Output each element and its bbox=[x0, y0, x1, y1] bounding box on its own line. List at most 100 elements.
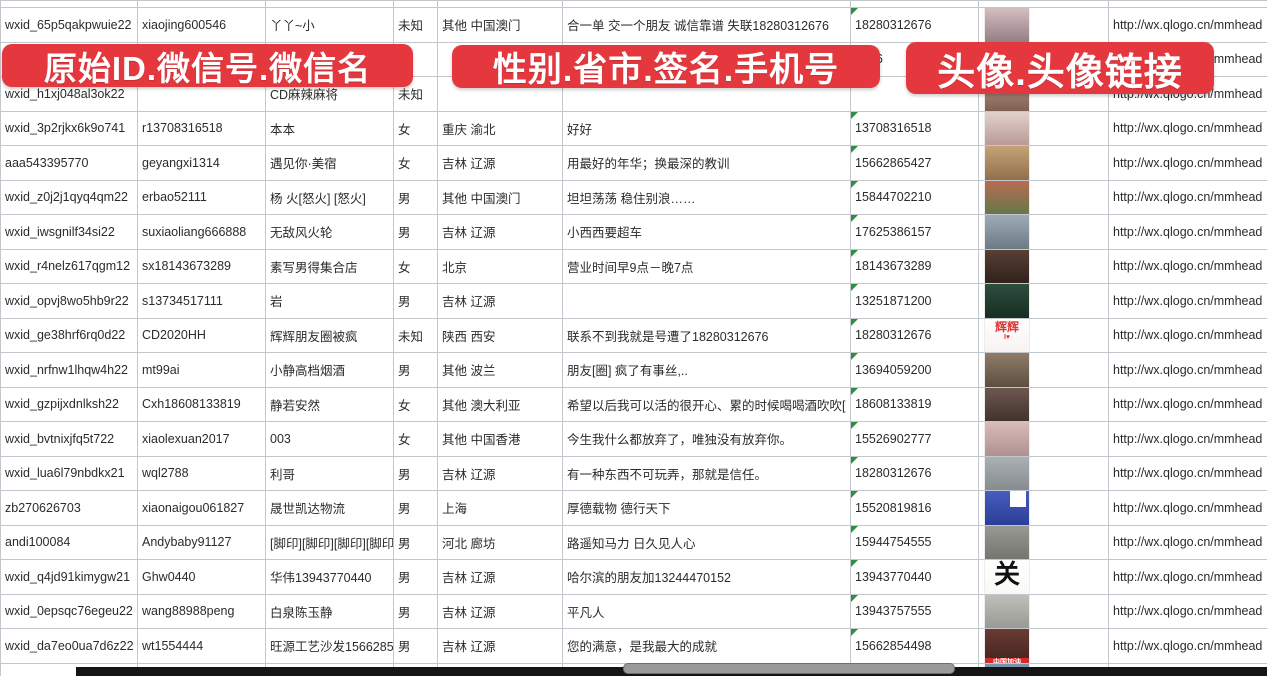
cell-phone[interactable]: 15662854498 bbox=[850, 628, 979, 664]
cell-signature[interactable] bbox=[562, 0, 851, 8]
cell-signature[interactable]: 哈尔滨的朋友加13244470152 bbox=[562, 559, 851, 595]
cell-signature[interactable]: 好好 bbox=[562, 110, 851, 146]
cell-wechat-id[interactable]: wt1554444 bbox=[137, 628, 266, 664]
cell-signature[interactable]: 有一种东西不可玩弄，那就是信任。 bbox=[562, 455, 851, 491]
cell-signature[interactable]: 合一单 交一个朋友 诚信靠谱 失联18280312676 bbox=[562, 7, 851, 43]
cell-url[interactable]: http://wx.qlogo.cn/mmhead bbox=[1108, 179, 1267, 215]
cell-avatar[interactable] bbox=[978, 214, 1109, 250]
cell-wechat-id[interactable]: wql2788 bbox=[137, 455, 266, 491]
cell-avatar[interactable] bbox=[978, 179, 1109, 215]
cell-region[interactable]: 吉林 辽源 bbox=[437, 145, 563, 181]
cell-original-id[interactable]: wxid_ge38hrf6rq0d22 bbox=[0, 317, 138, 353]
cell-gender[interactable]: 男 bbox=[393, 593, 438, 629]
cell-region[interactable]: 陕西 西安 bbox=[437, 317, 563, 353]
cell-nickname[interactable]: 素写男得集合店 bbox=[265, 248, 394, 284]
horizontal-scrollbar-thumb[interactable] bbox=[623, 663, 955, 674]
cell-gender[interactable]: 男 bbox=[393, 352, 438, 388]
cell-wechat-id[interactable]: geyangxi1314 bbox=[137, 145, 266, 181]
cell-signature[interactable]: 希望以后我可以活的很开心、累的时候喝喝酒吹吹[ bbox=[562, 386, 851, 422]
cell-signature[interactable]: 朋友[圈] 疯了有事丝,.. bbox=[562, 352, 851, 388]
cell-gender[interactable]: 男 bbox=[393, 283, 438, 319]
cell-signature[interactable]: 您的满意，是我最大的成就 bbox=[562, 628, 851, 664]
cell-url[interactable]: http://wx.qlogo.cn/mmhead bbox=[1108, 524, 1267, 560]
cell-signature[interactable]: 今生我什么都放弃了，唯独没有放弃你。 bbox=[562, 421, 851, 457]
cell-gender[interactable]: 男 bbox=[393, 559, 438, 595]
cell-avatar[interactable]: 中国加油 bbox=[978, 628, 1109, 664]
cell-phone[interactable]: 18280312676 bbox=[850, 455, 979, 491]
cell-url[interactable]: http://wx.qlogo.cn/mmhead bbox=[1108, 110, 1267, 146]
cell-nickname[interactable]: 辉辉朋友圈被疯 bbox=[265, 317, 394, 353]
cell-nickname[interactable]: [脚印][脚印][脚印][脚印 bbox=[265, 524, 394, 560]
cell-wechat-id[interactable]: mt99ai bbox=[137, 352, 266, 388]
cell-url[interactable]: http://wx.qlogo.cn/mmhead bbox=[1108, 145, 1267, 181]
cell-gender[interactable]: 女 bbox=[393, 145, 438, 181]
cell-phone[interactable]: 18608133819 bbox=[850, 386, 979, 422]
cell-gender[interactable]: 未知 bbox=[393, 317, 438, 353]
cell-region[interactable] bbox=[437, 0, 563, 8]
cell-phone[interactable]: 13708316518 bbox=[850, 110, 979, 146]
cell-phone[interactable] bbox=[850, 0, 979, 8]
cell-signature[interactable]: 平凡人 bbox=[562, 593, 851, 629]
cell-wechat-id[interactable]: Andybaby91127 bbox=[137, 524, 266, 560]
cell-gender[interactable]: 男 bbox=[393, 490, 438, 526]
cell-region[interactable]: 河北 廊坊 bbox=[437, 524, 563, 560]
cell-avatar[interactable] bbox=[978, 145, 1109, 181]
cell-region[interactable]: 吉林 辽源 bbox=[437, 283, 563, 319]
cell-nickname[interactable]: 利哥 bbox=[265, 455, 394, 491]
cell-wechat-id[interactable]: s13734517111 bbox=[137, 283, 266, 319]
cell-phone[interactable]: 18143673289 bbox=[850, 248, 979, 284]
cell-wechat-id[interactable]: xiaojing600546 bbox=[137, 7, 266, 43]
cell-region[interactable]: 其他 中国香港 bbox=[437, 421, 563, 457]
cell-nickname[interactable]: 003 bbox=[265, 421, 394, 457]
cell-wechat-id[interactable]: erbao52111 bbox=[137, 179, 266, 215]
cell-original-id[interactable]: wxid_opvj8wo5hb9r22 bbox=[0, 283, 138, 319]
cell-original-id[interactable]: wxid_nrfnw1lhqw4h22 bbox=[0, 352, 138, 388]
cell-url[interactable]: http://wx.qlogo.cn/mmhead bbox=[1108, 386, 1267, 422]
cell-region[interactable]: 吉林 辽源 bbox=[437, 559, 563, 595]
cell-phone[interactable]: 13943770440 bbox=[850, 559, 979, 595]
cell-original-id[interactable]: zb270626703 bbox=[0, 490, 138, 526]
cell-original-id[interactable]: wxid_r4nelz617qgm12 bbox=[0, 248, 138, 284]
cell-phone[interactable]: 13943757555 bbox=[850, 593, 979, 629]
cell-original-id[interactable]: wxid_da7eo0ua7d6z22 bbox=[0, 628, 138, 664]
cell-region[interactable]: 其他 波兰 bbox=[437, 352, 563, 388]
cell-region[interactable]: 吉林 辽源 bbox=[437, 593, 563, 629]
cell-url[interactable]: http://wx.qlogo.cn/mmhead bbox=[1108, 317, 1267, 353]
cell-original-id[interactable]: andi100084 bbox=[0, 524, 138, 560]
cell-signature[interactable]: 联系不到我就是号遭了18280312676 bbox=[562, 317, 851, 353]
cell-phone[interactable]: 15944754555 bbox=[850, 524, 979, 560]
cell-wechat-id[interactable]: xiaolexuan2017 bbox=[137, 421, 266, 457]
cell-nickname[interactable]: 无敌风火轮 bbox=[265, 214, 394, 250]
cell-region[interactable]: 上海 bbox=[437, 490, 563, 526]
cell-gender[interactable]: 男 bbox=[393, 179, 438, 215]
cell-signature[interactable]: 路遥知马力 日久见人心 bbox=[562, 524, 851, 560]
cell-gender[interactable]: 未知 bbox=[393, 7, 438, 43]
cell-signature[interactable]: 小西西要超车 bbox=[562, 214, 851, 250]
cell-signature[interactable] bbox=[562, 283, 851, 319]
cell-avatar[interactable] bbox=[978, 0, 1109, 8]
cell-gender[interactable]: 女 bbox=[393, 386, 438, 422]
cell-signature[interactable]: 营业时间早9点－晚7点 bbox=[562, 248, 851, 284]
cell-original-id[interactable]: wxid_z0j2j1qyq4qm22 bbox=[0, 179, 138, 215]
cell-nickname[interactable]: 白泉陈玉静 bbox=[265, 593, 394, 629]
cell-avatar[interactable] bbox=[978, 455, 1109, 491]
cell-phone[interactable]: 18280312676 bbox=[850, 7, 979, 43]
cell-nickname[interactable]: 岩 bbox=[265, 283, 394, 319]
cell-gender[interactable]: 男 bbox=[393, 214, 438, 250]
cell-wechat-id[interactable]: Ghw0440 bbox=[137, 559, 266, 595]
cell-url[interactable]: http://wx.qlogo.cn/mmhead bbox=[1108, 421, 1267, 457]
cell-wechat-id[interactable]: CD2020HH bbox=[137, 317, 266, 353]
cell-gender[interactable] bbox=[393, 0, 438, 8]
cell-nickname[interactable] bbox=[265, 0, 394, 8]
cell-url[interactable]: http://wx.qlogo.cn/mmhead bbox=[1108, 248, 1267, 284]
cell-region[interactable]: 吉林 辽源 bbox=[437, 628, 563, 664]
cell-url[interactable]: http://wx.qlogo.cn/mmhead bbox=[1108, 7, 1267, 43]
cell-url[interactable]: http://wx.qlogo.cn/mmhead bbox=[1108, 283, 1267, 319]
cell-nickname[interactable]: 杨 火[怒火] [怒火] bbox=[265, 179, 394, 215]
cell-url[interactable]: http://wx.qlogo.cn/mmhead bbox=[1108, 455, 1267, 491]
cell-original-id[interactable]: wxid_bvtnixjfq5t722 bbox=[0, 421, 138, 457]
cell-nickname[interactable]: 丫丫~小 bbox=[265, 7, 394, 43]
cell-original-id[interactable]: wxid_3p2rjkx6k9o741 bbox=[0, 110, 138, 146]
cell-gender[interactable]: 男 bbox=[393, 455, 438, 491]
cell-region[interactable]: 吉林 辽源 bbox=[437, 455, 563, 491]
